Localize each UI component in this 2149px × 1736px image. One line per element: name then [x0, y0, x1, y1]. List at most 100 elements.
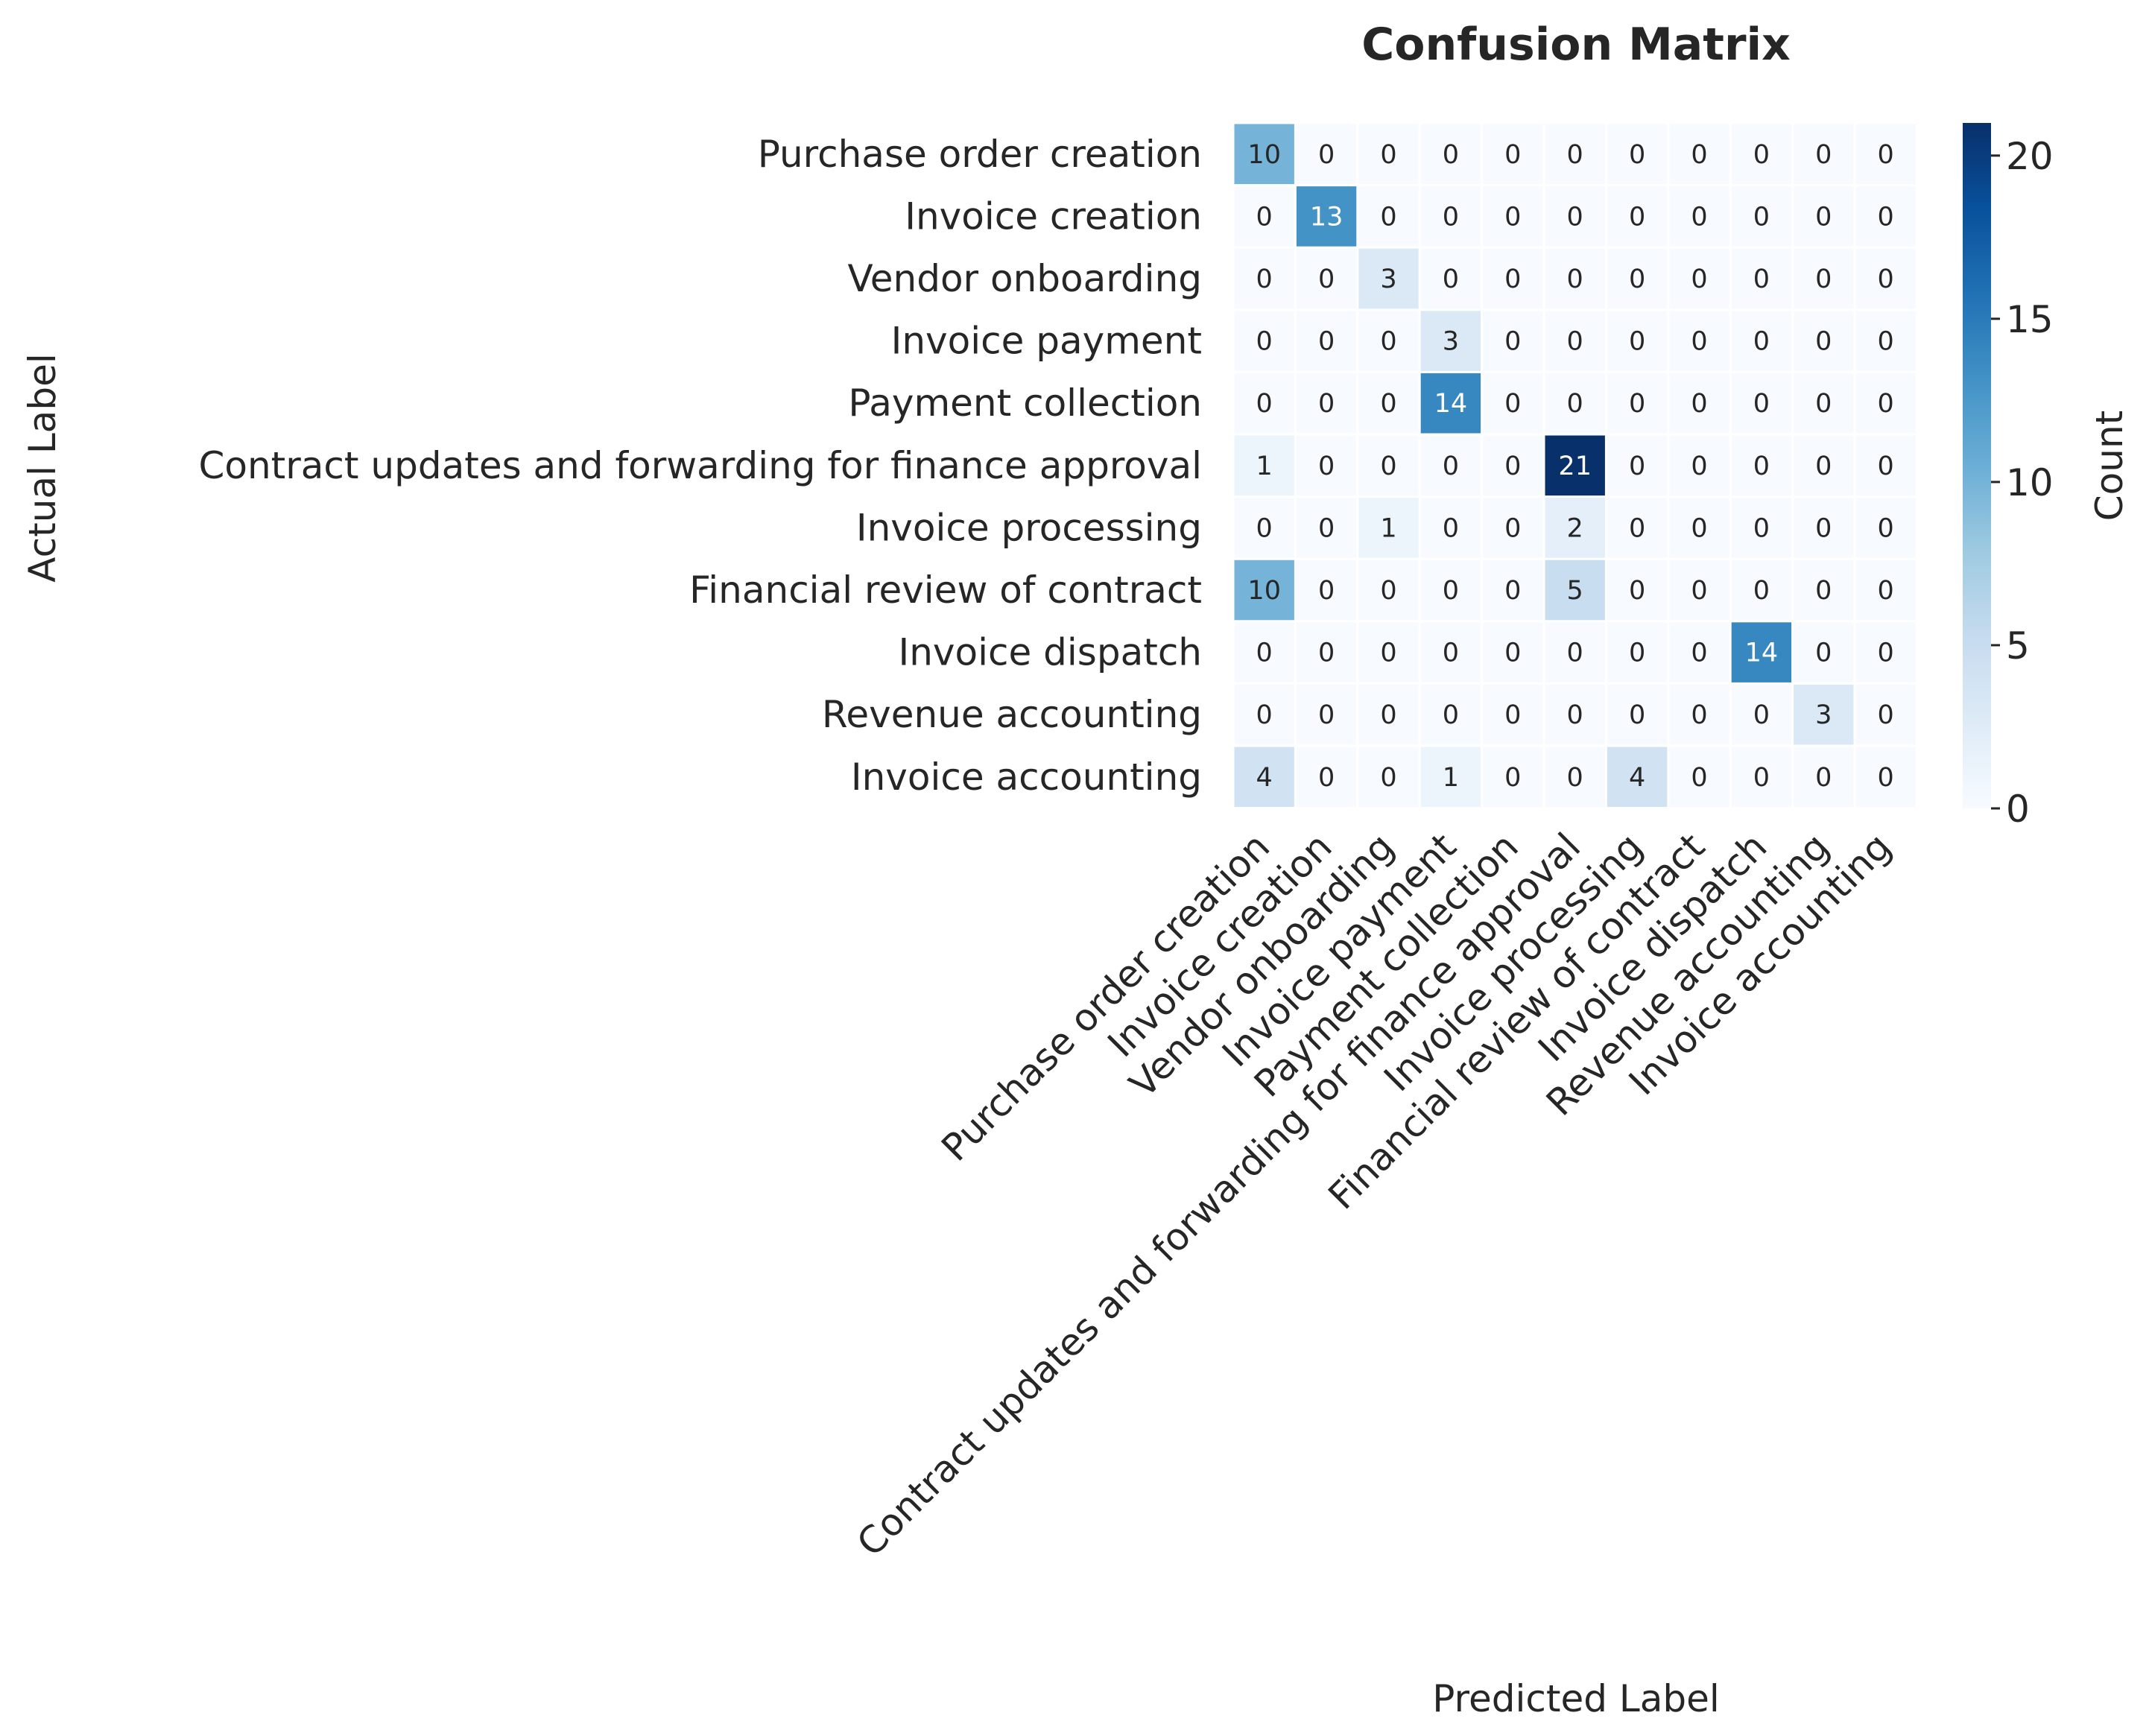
cell-annotation-r10-c9: 0 [1815, 763, 1832, 793]
y-tick-label-1: Invoice creation [905, 194, 1202, 238]
heatmap-cell-r10-c6 [1607, 747, 1668, 808]
heatmap-cell-r6-c9 [1794, 498, 1854, 558]
cell-annotation-r1-c2: 0 [1380, 202, 1396, 232]
cell-annotation-r6-c1: 0 [1318, 513, 1335, 543]
cell-annotation-r5-c5: 21 [1558, 452, 1592, 481]
heatmap-cell-r4-c10 [1855, 373, 1916, 434]
cell-annotation-r5-c1: 0 [1318, 452, 1335, 481]
heatmap-cell-r2-c5 [1545, 248, 1605, 309]
heatmap-cell-r10-c1 [1296, 747, 1357, 808]
cell-annotation-r5-c0: 1 [1256, 452, 1273, 481]
cell-annotation-r10-c4: 0 [1504, 763, 1521, 793]
cell-annotation-r4-c2: 0 [1380, 389, 1396, 419]
heatmap-cell-r3-c0 [1234, 311, 1294, 371]
heatmap-cell-r9-c9 [1794, 684, 1854, 745]
heatmap-cell-r0-c3 [1420, 124, 1481, 185]
cell-annotation-r7-c10: 0 [1878, 576, 1894, 606]
heatmap-cell-r7-c3 [1420, 560, 1481, 621]
cell-annotation-r10-c1: 0 [1318, 763, 1335, 793]
cell-annotation-r10-c6: 4 [1629, 763, 1645, 793]
heatmap-cell-r7-c6 [1607, 560, 1668, 621]
heatmap-cell-r3-c9 [1794, 311, 1854, 371]
y-tick-label-5: Contract updates and forwarding for fina… [198, 444, 1202, 487]
cell-annotation-r2-c1: 0 [1318, 264, 1335, 294]
heatmap-cell-r1-c6 [1607, 186, 1668, 247]
heatmap-cell-r1-c9 [1794, 186, 1854, 247]
cell-annotation-r2-c2: 3 [1380, 264, 1396, 294]
heatmap-cell-r4-c5 [1545, 373, 1605, 434]
heatmap-cell-r5-c9 [1794, 435, 1854, 496]
heatmap-cell-r1-c3 [1420, 186, 1481, 247]
cell-annotation-r0-c6: 0 [1629, 140, 1645, 170]
y-tick-label-0: Purchase order creation [758, 133, 1202, 176]
heatmap-cell-r6-c8 [1731, 498, 1792, 558]
heatmap-cell-r8-c4 [1483, 622, 1543, 682]
heatmap-cell-r4-c9 [1794, 373, 1854, 434]
cell-annotation-r8-c0: 0 [1256, 639, 1273, 668]
heatmap-cell-r8-c8 [1731, 622, 1792, 682]
cell-annotation-r1-c10: 0 [1878, 202, 1894, 232]
cell-annotation-r4-c1: 0 [1318, 389, 1335, 419]
cell-annotation-r4-c8: 0 [1753, 389, 1770, 419]
heatmap-cell-r2-c0 [1234, 248, 1294, 309]
cell-annotation-r3-c2: 0 [1380, 327, 1396, 357]
cell-annotation-r5-c9: 0 [1815, 452, 1832, 481]
heatmap-cell-r3-c1 [1296, 311, 1357, 371]
cell-annotation-r3-c4: 0 [1504, 327, 1521, 357]
heatmap-cell-r9-c8 [1731, 684, 1792, 745]
cell-annotation-r1-c3: 0 [1443, 202, 1459, 232]
heatmap-cell-r3-c7 [1669, 311, 1729, 371]
heatmap-cell-r4-c0 [1234, 373, 1294, 434]
cell-annotation-r5-c3: 0 [1443, 452, 1459, 481]
heatmap-cell-r6-c2 [1358, 498, 1419, 558]
cell-annotation-r6-c5: 2 [1567, 513, 1583, 543]
heatmap-cell-r7-c7 [1669, 560, 1729, 621]
cell-annotation-r0-c2: 0 [1380, 140, 1396, 170]
heatmap-cell-r4-c1 [1296, 373, 1357, 434]
cell-annotation-r10-c0: 4 [1256, 763, 1273, 793]
cell-annotation-r8-c8: 14 [1745, 639, 1779, 668]
heatmap-cell-r7-c8 [1731, 560, 1792, 621]
cell-annotation-r7-c8: 0 [1753, 576, 1770, 606]
cell-annotation-r5-c10: 0 [1878, 452, 1894, 481]
heatmap-cell-r0-c2 [1358, 124, 1419, 185]
cell-annotation-r2-c7: 0 [1691, 264, 1707, 294]
cell-annotation-r1-c0: 0 [1256, 202, 1273, 232]
cell-annotation-r8-c9: 0 [1815, 639, 1832, 668]
heatmap-cell-r5-c6 [1607, 435, 1668, 496]
cell-annotation-r3-c9: 0 [1815, 327, 1832, 357]
heatmap-cell-r1-c8 [1731, 186, 1792, 247]
heatmap-cells [1234, 124, 1916, 808]
cell-annotation-r5-c6: 0 [1629, 452, 1645, 481]
heatmap-cell-r10-c8 [1731, 747, 1792, 808]
cell-annotation-r2-c0: 0 [1256, 264, 1273, 294]
cell-annotation-r2-c3: 0 [1443, 264, 1459, 294]
cell-annotation-r6-c7: 0 [1691, 513, 1707, 543]
cell-annotation-r7-c1: 0 [1318, 576, 1335, 606]
heatmap-cell-r1-c7 [1669, 186, 1729, 247]
heatmap-cell-r5-c0 [1234, 435, 1294, 496]
heatmap-cell-r9-c7 [1669, 684, 1729, 745]
cell-annotation-r3-c7: 0 [1691, 327, 1707, 357]
cell-annotations: 10 0 0 0 0 0 0 0 0 0 00 13 0 0 0 0 0 0 0 0 00 0 3 0 0 0 0 0 0 0 00 0 0 3 0… [1247, 140, 1893, 793]
cell-annotation-r4-c7: 0 [1691, 389, 1707, 419]
cell-annotation-r9-c6: 0 [1629, 700, 1645, 730]
y-tick-label-4: Payment collection [848, 381, 1202, 425]
heatmap-cell-r6-c5 [1545, 498, 1605, 558]
heatmap-cell-r10-c10 [1855, 747, 1916, 808]
heatmap-cell-r2-c10 [1855, 248, 1916, 309]
heatmap-cell-r6-c1 [1296, 498, 1357, 558]
heatmap-cell-r7-c0 [1234, 560, 1294, 621]
cell-annotation-r3-c3: 3 [1443, 327, 1459, 357]
heatmap-cell-r2-c2 [1358, 248, 1419, 309]
cell-annotation-r4-c3: 14 [1434, 389, 1468, 419]
y-tick-label-3: Invoice payment [891, 320, 1202, 363]
cell-annotation-r7-c7: 0 [1691, 576, 1707, 606]
cell-annotation-r7-c6: 0 [1629, 576, 1645, 606]
heatmap-cell-r7-c9 [1794, 560, 1854, 621]
cell-annotation-r10-c5: 0 [1567, 763, 1583, 793]
heatmap-cell-r0-c8 [1731, 124, 1792, 185]
cell-annotation-r1-c8: 0 [1753, 202, 1770, 232]
cell-annotation-r0-c4: 0 [1504, 140, 1521, 170]
